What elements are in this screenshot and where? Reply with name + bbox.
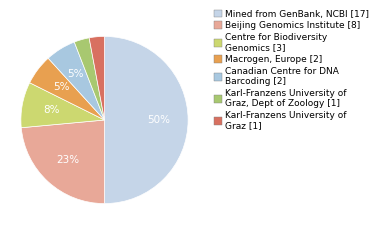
Wedge shape <box>21 83 104 128</box>
Wedge shape <box>30 58 104 120</box>
Text: 5%: 5% <box>68 69 84 79</box>
Text: 23%: 23% <box>56 155 79 165</box>
Wedge shape <box>48 42 104 120</box>
Wedge shape <box>21 120 105 204</box>
Wedge shape <box>74 38 105 120</box>
Text: 50%: 50% <box>147 115 170 125</box>
Text: 8%: 8% <box>43 105 59 115</box>
Legend: Mined from GenBank, NCBI [17], Beijing Genomics Institute [8], Centre for Biodiv: Mined from GenBank, NCBI [17], Beijing G… <box>214 10 369 130</box>
Wedge shape <box>105 36 188 204</box>
Text: 5%: 5% <box>53 82 70 92</box>
Wedge shape <box>89 36 105 120</box>
